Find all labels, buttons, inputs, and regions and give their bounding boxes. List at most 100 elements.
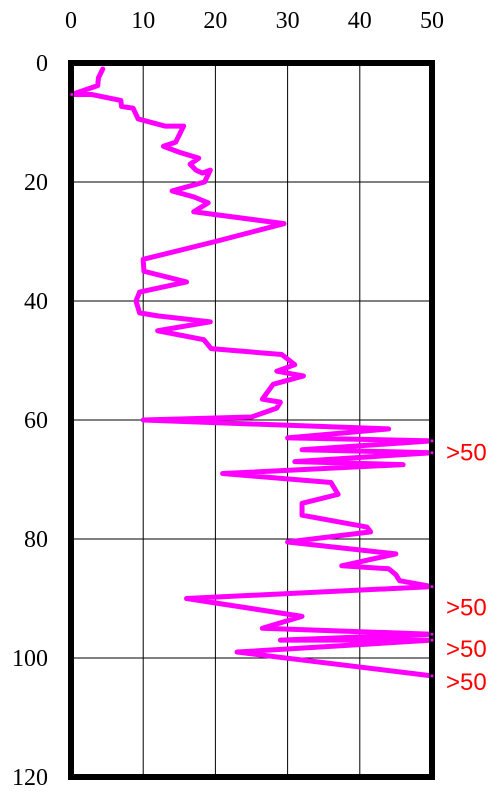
data-point [275,406,279,410]
x-tick-label: 10 [131,8,155,34]
data-points [70,67,434,678]
data-point [192,210,196,214]
data-point [141,418,145,422]
data-point [430,638,434,642]
data-point [387,567,391,571]
data-point [177,150,181,154]
data-point [206,201,210,205]
data-point [300,614,304,618]
annotation-label: >50 [446,594,487,621]
data-point [401,463,405,467]
annotation-label: >50 [446,440,487,467]
data-point [286,540,290,544]
data-point [120,104,124,108]
data-point [209,347,213,351]
data-point [134,299,138,303]
x-tick-label: 50 [420,8,444,34]
data-point [188,162,192,166]
y-tick-labels: 0 20 40 60 80 100 120 [12,51,48,791]
data-point [340,564,344,568]
data-point [430,439,434,443]
data-point [300,513,304,517]
data-point [275,369,279,373]
x-tick-labels: 0 10 20 30 40 50 [65,8,444,34]
data-point [185,280,189,284]
data-point [96,84,100,88]
data-point [203,180,207,184]
data-point [131,106,135,110]
data-point [387,427,391,431]
data-point [192,195,196,199]
data-point [293,363,297,367]
data-point [136,117,140,121]
x-tick-label: 20 [203,8,227,34]
annotations: >50 >50 >50 >50 [446,440,487,696]
data-point [300,448,304,452]
data-point [329,480,333,484]
data-point [141,257,145,261]
data-point [280,353,284,357]
data-point [293,460,297,464]
plot-frame [68,60,435,780]
data-point [260,626,264,630]
data-point [250,415,253,419]
data-point [101,67,105,71]
data-point [301,374,305,378]
data-point [208,168,212,172]
data-point [163,124,167,128]
y-tick-label: 120 [12,765,48,791]
data-point [394,552,398,556]
data-point [235,650,239,654]
y-tick-label: 20 [24,170,48,196]
annotation-label: >50 [446,669,487,696]
data-point [174,140,178,144]
data-point [119,98,123,102]
data-point [394,573,398,577]
data-point [369,530,373,534]
data-point [271,382,275,386]
data-point [156,329,160,333]
x-tick-label: 30 [276,8,300,34]
x-tick-label: 40 [348,8,372,34]
data-point [365,525,369,529]
data-point [278,638,282,642]
data-point [336,492,340,496]
data-point [430,674,434,678]
data-point [197,156,201,160]
data-point [90,93,94,97]
x-tick-label: 0 [65,8,77,34]
data-point [156,314,160,318]
data-point [142,269,146,273]
y-tick-label: 40 [24,289,48,315]
annotation-label: >50 [446,636,487,663]
data-point [430,451,434,455]
data-point [182,124,186,128]
data-point [300,501,304,505]
grid-lines [71,63,432,777]
data-point [194,168,198,172]
y-tick-label: 0 [36,51,48,77]
data-point [202,338,206,342]
data-point [208,320,212,324]
data-point [286,436,290,440]
data-point [278,400,282,404]
y-tick-label: 80 [24,527,48,553]
y-tick-label: 100 [12,646,48,672]
data-point [282,222,286,226]
data-point [138,311,142,315]
data-point [213,240,217,243]
data-point [260,397,264,401]
series-line [69,66,435,679]
data-point [430,632,434,636]
data-point [70,93,74,97]
data-point [221,472,225,476]
data-point [96,76,100,80]
data-point [200,171,204,175]
data-point [138,290,142,294]
data-point [430,585,434,589]
y-tick-label: 60 [24,408,48,434]
data-point [185,597,189,600]
data-point [398,579,402,583]
data-point [161,144,165,148]
